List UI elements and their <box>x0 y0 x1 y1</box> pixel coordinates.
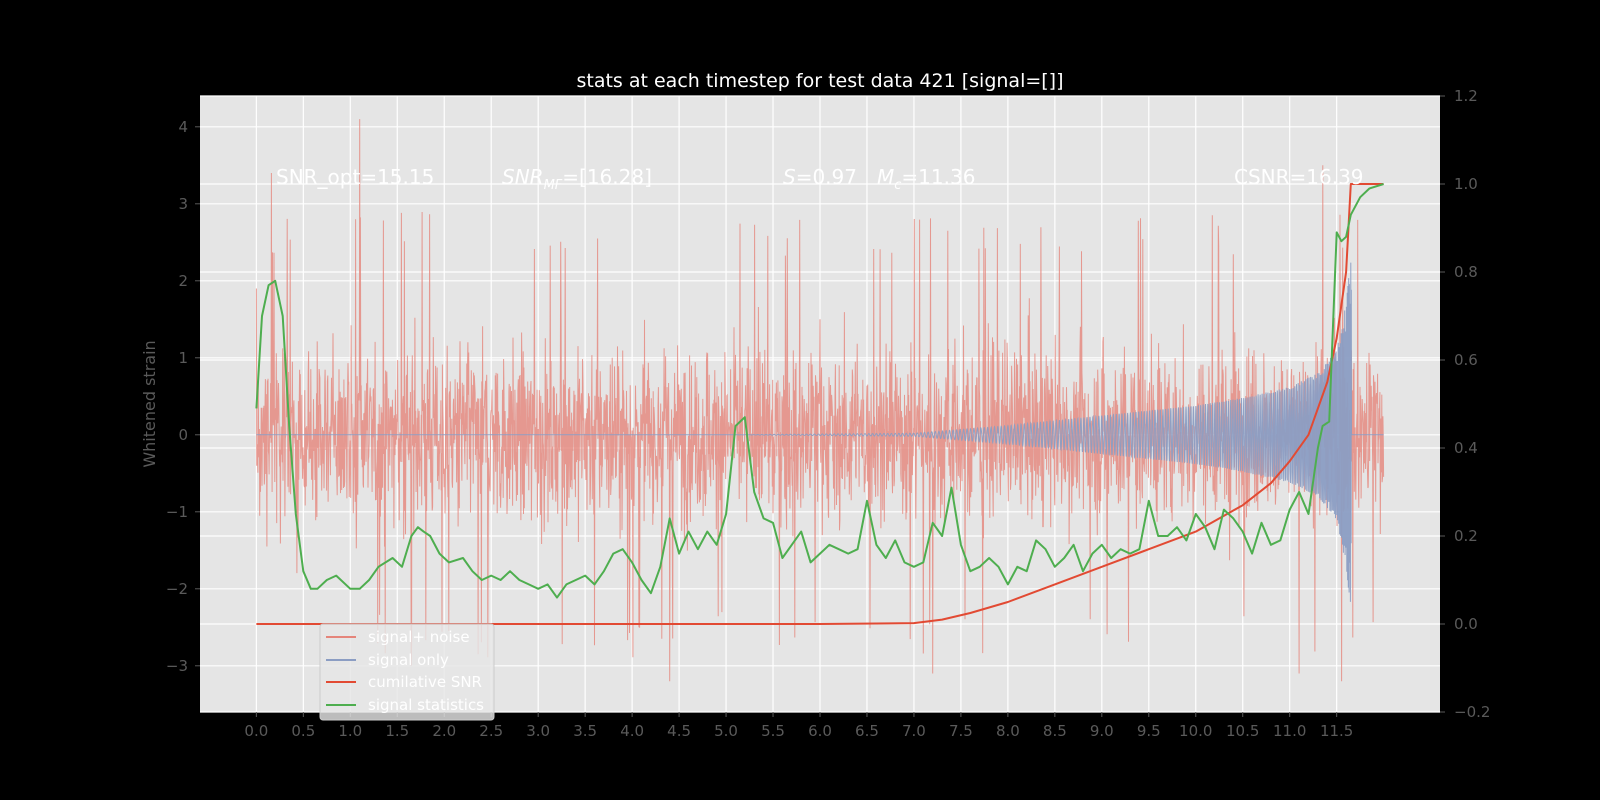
annotation-snr-mf-sub: MF <box>544 178 563 193</box>
y-axis-ticks: 4 3 2 1 0 −1 −2 −3 <box>166 118 200 675</box>
series-cumulative-snr <box>256 183 1384 625</box>
y-tick-label: −1 <box>166 503 188 521</box>
x-tick-label: 3.5 <box>573 722 597 740</box>
y2-axis-ticks: 1.2 1.0 0.8 0.6 0.4 0.2 0.0 −0.2 <box>1440 87 1490 721</box>
x-tick-label: 9.0 <box>1090 722 1114 740</box>
series-signal-only <box>256 262 1384 602</box>
annotation-mc-main: M <box>877 165 894 189</box>
y2-tick-label: 1.0 <box>1454 175 1478 193</box>
x-tick-label: 1.0 <box>338 722 362 740</box>
legend-label-signal-noise: signal+ noise <box>368 628 470 646</box>
annotation-snr-mf-main: SNR <box>502 165 544 189</box>
x-tick-label: 0.0 <box>244 722 268 740</box>
annotation-s-tail: =0.97 <box>796 165 857 189</box>
series-signal-noise <box>255 119 1385 682</box>
x-axis-ticks: 0.0 0.5 1.0 1.5 2.0 2.5 3.0 3.5 4.0 4.5 5.0 5.5 6.0 6… <box>244 712 1353 740</box>
legend-label-signal-statistics: signal statistics <box>368 696 484 714</box>
annotation-mc-sub: c <box>894 178 901 193</box>
series-layer <box>255 119 1385 682</box>
x-tick-label: 10.5 <box>1226 722 1259 740</box>
x-tick-label: 9.5 <box>1137 722 1161 740</box>
x-tick-label: 3.0 <box>526 722 550 740</box>
x-tick-label: 4.5 <box>667 722 691 740</box>
x-tick-label: 8.0 <box>996 722 1020 740</box>
annotation-mc-value: Mc=11.36 <box>877 165 975 193</box>
annotation-snr-opt: SNR_opt=15.15 <box>276 165 434 189</box>
annotation-snr-mf-tail: =[16.28] <box>562 165 652 189</box>
x-tick-label: 11.0 <box>1273 722 1306 740</box>
y-tick-label: 0 <box>178 426 188 444</box>
annotation-s-value: S=0.97 <box>783 165 857 189</box>
x-tick-label: 0.5 <box>291 722 315 740</box>
x-tick-label: 5.5 <box>761 722 785 740</box>
annotation-snr-mf: SNRMF=[16.28] <box>502 165 652 193</box>
y2-tick-label: 0.8 <box>1454 263 1478 281</box>
legend-label-signal-only: signal only <box>368 651 449 669</box>
chart-title: stats at each timestep for test data 421… <box>576 70 1063 92</box>
legend-label-cumulative-snr: cumilative SNR <box>368 673 482 691</box>
y2-tick-label: 0.2 <box>1454 527 1478 545</box>
x-tick-label: 7.0 <box>902 722 926 740</box>
y-tick-label: −2 <box>166 580 188 598</box>
series-signal-statistics <box>255 183 1384 599</box>
x-tick-label: 5.0 <box>714 722 738 740</box>
x-tick-label: 7.5 <box>949 722 973 740</box>
y-tick-label: 1 <box>178 349 188 367</box>
annotation-mc-tail: =11.36 <box>901 165 975 189</box>
y2-tick-label: 0.0 <box>1454 615 1478 633</box>
legend: signal+ noise signal only cumilative SNR… <box>319 623 495 721</box>
x-tick-label: 1.5 <box>385 722 409 740</box>
y-tick-label: 2 <box>178 272 188 290</box>
x-tick-label: 11.5 <box>1320 722 1353 740</box>
x-tick-label: 2.5 <box>479 722 503 740</box>
y2-tick-label: −0.2 <box>1454 703 1490 721</box>
x-tick-label: 6.0 <box>808 722 832 740</box>
annotation-s-main: S <box>783 165 796 189</box>
y2-tick-label: 1.2 <box>1454 87 1478 105</box>
y2-tick-label: 0.4 <box>1454 439 1478 457</box>
x-tick-label: 4.0 <box>620 722 644 740</box>
x-tick-label: 10.0 <box>1179 722 1212 740</box>
y-tick-label: −3 <box>166 657 188 675</box>
annotation-csnr: CSNR=16.39 <box>1234 165 1364 189</box>
legend-box <box>319 623 495 721</box>
x-tick-label: 8.5 <box>1043 722 1067 740</box>
y-tick-label: 3 <box>178 195 188 213</box>
x-tick-label: 6.5 <box>855 722 879 740</box>
y-tick-label: 4 <box>178 118 188 136</box>
y2-tick-label: 0.6 <box>1454 351 1478 369</box>
y-axis-label: Whitened strain <box>140 340 159 467</box>
x-tick-label: 2.0 <box>432 722 456 740</box>
